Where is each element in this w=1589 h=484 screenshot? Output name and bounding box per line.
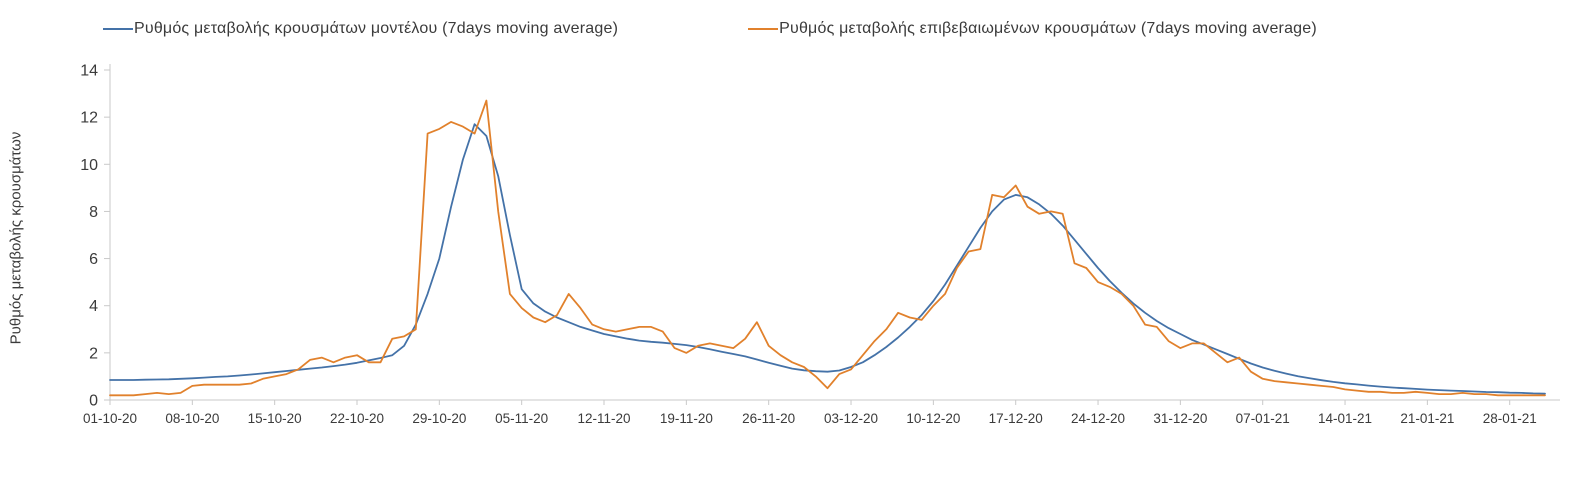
x-tick-label: 07-01-21: [1236, 411, 1290, 426]
series-line-model: [109, 123, 1546, 395]
y-tick-label: 0: [89, 393, 98, 410]
x-tick-label: 24-12-20: [1071, 411, 1125, 426]
confirmed-line-swatch: [748, 28, 779, 30]
x-tick-label: 28-01-21: [1483, 411, 1537, 426]
legend-item-model: Ρυθμός μεταβολής κρουσμάτων μοντέλου (7d…: [103, 20, 618, 38]
x-tick-label: 22-10-20: [330, 411, 384, 426]
x-tick-label: 26-11-20: [742, 411, 795, 426]
y-axis-label: Ρυθμός μεταβολής κρουσμάτων: [7, 131, 25, 345]
x-tick-label: 10-12-20: [906, 411, 960, 426]
x-tick-label: 01-10-20: [83, 411, 137, 426]
x-tick-label: 29-10-20: [412, 411, 466, 426]
x-tick-label: 03-12-20: [824, 411, 878, 426]
y-tick-label: 8: [89, 204, 98, 221]
legend-label-model: Ρυθμός μεταβολής κρουσμάτων μοντέλου (7d…: [134, 20, 619, 37]
y-tick-label: 12: [80, 110, 98, 127]
model-line-swatch: [103, 28, 133, 30]
x-tick-label: 05-11-20: [495, 411, 548, 426]
x-tick-label: 31-12-20: [1153, 411, 1207, 426]
x-tick-label: 08-10-20: [165, 411, 219, 426]
y-tick-label: 2: [89, 345, 98, 362]
series-line-confirmed: [109, 99, 1546, 397]
y-tick-label: 4: [89, 298, 98, 315]
legend-label-confirmed: Ρυθμός μεταβολής επιβεβαιωμένων κρουσμάτ…: [779, 20, 1317, 37]
x-tick-label: 15-10-20: [248, 411, 302, 426]
y-tick-label: 10: [80, 157, 98, 174]
y-tick-label: 6: [89, 251, 98, 268]
x-tick-label: 17-12-20: [989, 411, 1043, 426]
legend: Ρυθμός μεταβολής κρουσμάτων μοντέλου (7d…: [103, 20, 1317, 38]
x-tick-label: 14-01-21: [1318, 411, 1372, 426]
y-tick-label: 14: [80, 63, 98, 80]
x-tick-label: 12-11-20: [577, 411, 630, 426]
x-tick-label: 21-01-21: [1400, 411, 1454, 426]
x-tick-label: 19-11-20: [660, 411, 713, 426]
legend-item-confirmed: Ρυθμός μεταβολής επιβεβαιωμένων κρουσμάτ…: [748, 20, 1317, 38]
